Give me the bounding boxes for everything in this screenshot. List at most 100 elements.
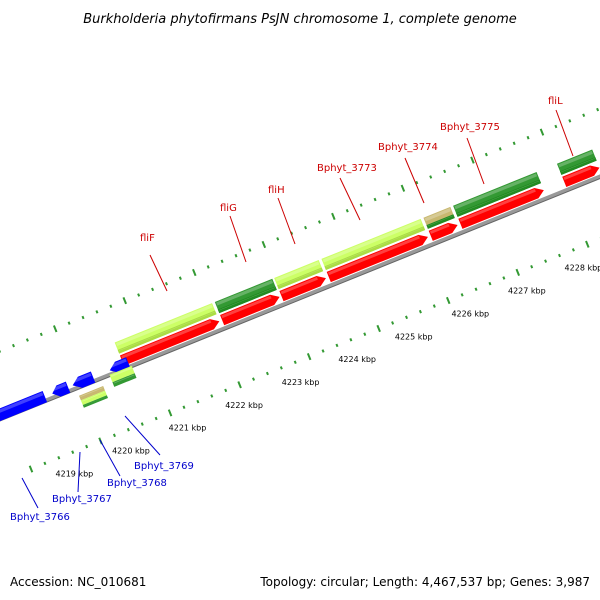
lower-tick (224, 388, 228, 393)
lower-gene-label: Bphyt_3767 (52, 494, 112, 505)
lower-gene-label: Bphyt_3768 (107, 478, 167, 489)
lower-feature-bar-shade (110, 367, 132, 378)
upper-gene-leader (404, 157, 425, 204)
scale-label: 4220 kbp (112, 447, 150, 456)
lower-tick (306, 353, 312, 361)
backbone (0, 174, 600, 422)
upper-gene-label: fliG (220, 203, 237, 214)
lower-feature-bar (80, 390, 107, 405)
upper-feature-strip (456, 179, 542, 217)
upper-feature-bar-shade (275, 261, 320, 282)
reverse-cds-gene-shade (108, 358, 127, 369)
reverse-cds-gene (72, 371, 96, 388)
lower-feature-bar-shade (84, 396, 107, 406)
lower-tick (460, 293, 464, 297)
lower-gene-label: Bphyt_3766 (10, 512, 70, 523)
upper-feature-strip-shade (427, 215, 453, 227)
lower-feature-bar-shade (80, 387, 103, 397)
lower-tick (126, 427, 130, 432)
forward-cds-gene-shade (280, 276, 318, 295)
lower-tick (252, 377, 256, 381)
upper-feature-bar-shade (424, 208, 451, 222)
upper-gene-leader (466, 137, 485, 185)
lower-tick (85, 444, 89, 449)
upper-tick (304, 225, 308, 230)
lower-tick (585, 240, 590, 248)
lower-tick (196, 399, 200, 404)
upper-tick (582, 113, 586, 117)
lower-tick (237, 381, 242, 389)
upper-tick (470, 156, 475, 164)
lower-tick (515, 268, 521, 276)
forward-cds-gene (562, 165, 600, 187)
upper-feature-bar-shade (558, 150, 593, 168)
scale-label: 4226 kbp (451, 309, 489, 318)
upper-feature-strip-shade (219, 287, 275, 311)
upper-gene-label: fliL (548, 96, 563, 107)
scale-label: 4221 kbp (169, 424, 207, 433)
lower-tick (558, 253, 561, 258)
upper-tick (331, 212, 336, 220)
lower-gene-leader (99, 439, 121, 477)
lower-tick (376, 324, 381, 333)
upper-feature-strip-shade (325, 227, 424, 268)
upper-gene-leader (229, 215, 247, 263)
upper-tick (596, 107, 600, 112)
scale-label: 4225 kbp (395, 332, 433, 341)
upper-tick (234, 253, 238, 258)
reverse-cds-gene-shade (51, 382, 67, 392)
reverse-cds-gene (0, 390, 48, 422)
lower-feature-bar (79, 385, 106, 401)
forward-cds-gene (326, 234, 428, 283)
upper-tick (95, 310, 99, 314)
lower-tick (488, 281, 492, 286)
upper-tick (248, 248, 252, 252)
lower-tick (571, 248, 575, 252)
lower-tick (279, 366, 283, 370)
upper-gene-label: Bphyt_3775 (440, 122, 500, 133)
backbone-line (0, 174, 600, 422)
lower-tick (544, 259, 548, 263)
labels: fliFfliGfliHBphyt_3773Bphyt_3774Bphyt_37… (10, 96, 574, 523)
upper-tick (484, 152, 488, 157)
upper-tick (81, 315, 85, 320)
upper-tick (512, 141, 516, 146)
scale-label: 4227 kbp (508, 287, 546, 296)
scale-label: 4222 kbp (225, 401, 263, 410)
lower-tick (502, 276, 506, 280)
lower-tick (71, 450, 75, 454)
upper-tick (25, 338, 29, 342)
upper-tick (52, 325, 58, 333)
lower-tick (210, 394, 214, 398)
upper-feature-strip (559, 156, 597, 175)
upper-tick (568, 119, 572, 123)
lower-tick (265, 371, 269, 376)
forward-cds-gene-shade (429, 223, 450, 234)
forward-cds-gene (279, 276, 326, 302)
upper-feature-bar-shade (454, 173, 538, 210)
forward-cds-gene-shade (327, 235, 420, 276)
lower-tick (293, 360, 297, 365)
accession-text: Accession: NC_010681 (10, 575, 147, 589)
forward-cds-gene-shade (221, 295, 272, 319)
lower-tick (335, 343, 339, 348)
lower-tick (140, 422, 144, 426)
lower-gene-leader (21, 477, 39, 509)
upper-feature-strip (426, 214, 455, 229)
upper-feature-strip (117, 310, 217, 354)
lower-tick (349, 338, 353, 342)
map-title: Burkholderia phytofirmans PsJN chromosom… (83, 12, 517, 27)
forward-cds-gene-shade (563, 166, 592, 180)
forward-cds-gene-shade (121, 320, 212, 359)
lower-tick (363, 332, 367, 336)
upper-tick (290, 231, 294, 235)
lower-feature-bar (82, 395, 109, 408)
upper-feature-strip (217, 286, 277, 314)
lower-tick (182, 405, 186, 409)
scale-label: 4223 kbp (282, 378, 320, 387)
upper-feature-strip (324, 226, 426, 271)
upper-feature-strip-shade (278, 268, 322, 287)
forward-cds-gene-shade (459, 188, 536, 222)
lower-tick (418, 309, 422, 314)
